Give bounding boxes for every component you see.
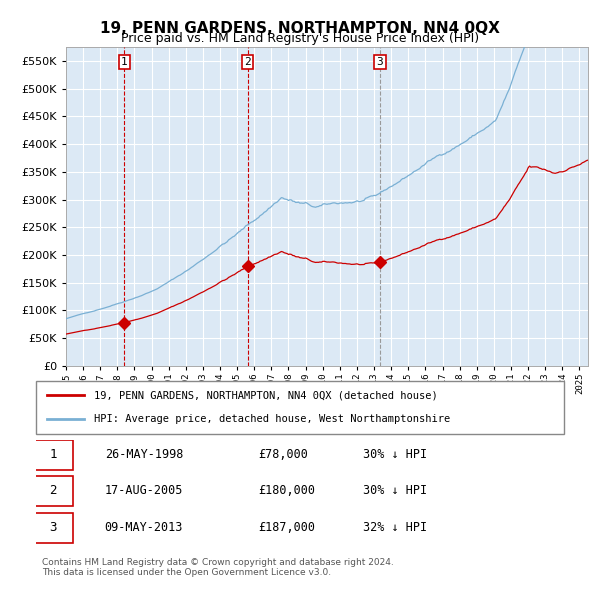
Text: This data is licensed under the Open Government Licence v3.0.: This data is licensed under the Open Gov… (42, 568, 331, 577)
FancyBboxPatch shape (34, 440, 73, 470)
Text: 3: 3 (49, 521, 56, 534)
Text: 3: 3 (377, 57, 383, 67)
Text: 30% ↓ HPI: 30% ↓ HPI (364, 448, 427, 461)
Text: 19, PENN GARDENS, NORTHAMPTON, NN4 0QX (detached house): 19, PENN GARDENS, NORTHAMPTON, NN4 0QX (… (94, 391, 438, 401)
Text: Price paid vs. HM Land Registry's House Price Index (HPI): Price paid vs. HM Land Registry's House … (121, 32, 479, 45)
Text: 19, PENN GARDENS, NORTHAMPTON, NN4 0QX: 19, PENN GARDENS, NORTHAMPTON, NN4 0QX (100, 21, 500, 35)
Text: £180,000: £180,000 (258, 484, 315, 497)
FancyBboxPatch shape (34, 513, 73, 543)
Text: 2: 2 (244, 57, 251, 67)
Text: 32% ↓ HPI: 32% ↓ HPI (364, 521, 427, 534)
Text: 1: 1 (121, 57, 128, 67)
Text: 30% ↓ HPI: 30% ↓ HPI (364, 484, 427, 497)
Text: 1: 1 (49, 448, 56, 461)
Text: 26-MAY-1998: 26-MAY-1998 (104, 448, 183, 461)
Text: Contains HM Land Registry data © Crown copyright and database right 2024.: Contains HM Land Registry data © Crown c… (42, 558, 394, 566)
Text: 17-AUG-2005: 17-AUG-2005 (104, 484, 183, 497)
Text: HPI: Average price, detached house, West Northamptonshire: HPI: Average price, detached house, West… (94, 414, 451, 424)
FancyBboxPatch shape (36, 381, 564, 434)
Text: 2: 2 (49, 484, 56, 497)
Text: 09-MAY-2013: 09-MAY-2013 (104, 521, 183, 534)
Text: £187,000: £187,000 (258, 521, 315, 534)
FancyBboxPatch shape (34, 476, 73, 506)
Text: £78,000: £78,000 (258, 448, 308, 461)
